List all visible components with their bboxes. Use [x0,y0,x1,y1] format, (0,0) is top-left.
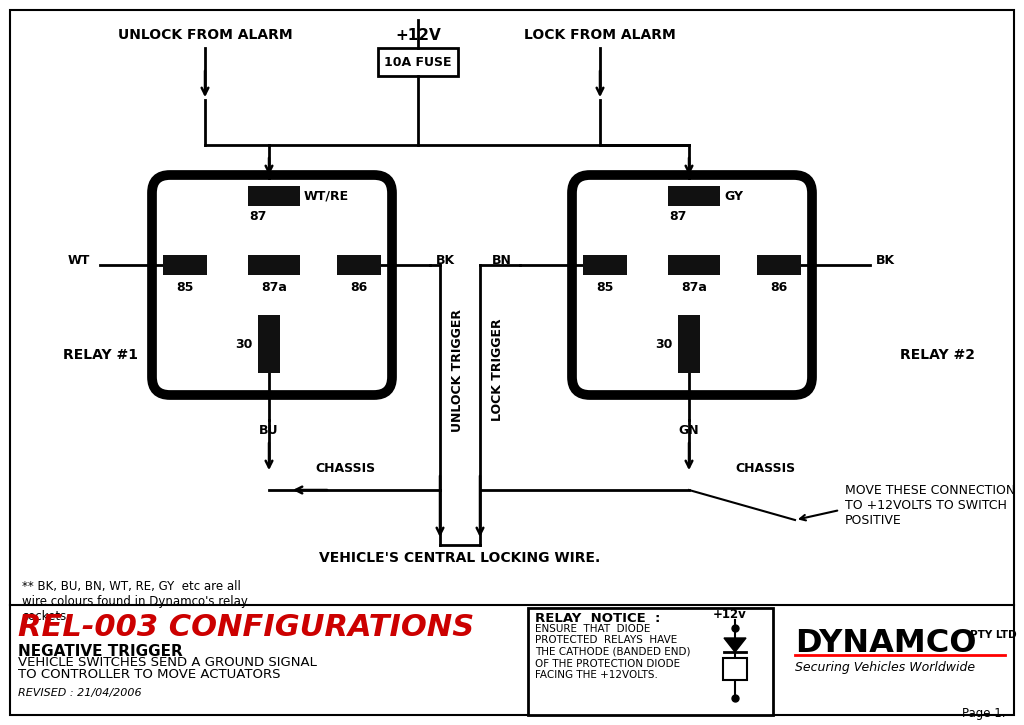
Text: CHASSIS: CHASSIS [735,462,795,474]
Text: PTY LTD: PTY LTD [970,630,1017,640]
Bar [723,658,746,680]
Text: WT: WT [68,254,90,267]
Bar [337,255,381,275]
Text: 86: 86 [770,281,787,294]
Text: LOCK FROM ALARM: LOCK FROM ALARM [524,28,676,42]
Polygon shape [724,638,746,652]
Text: REL-003 CONFIGURATIONS: REL-003 CONFIGURATIONS [18,613,474,642]
Text: Page 1.: Page 1. [962,706,1005,719]
Bar [528,608,773,715]
Bar [248,255,300,275]
Bar [248,186,300,206]
Text: RELAY  NOTICE  :: RELAY NOTICE : [535,613,660,626]
Bar [678,315,700,373]
Text: ** BK, BU, BN, WT, RE, GY  etc are all
wire colours found in Dynamco's relay
soc: ** BK, BU, BN, WT, RE, GY etc are all wi… [22,580,248,623]
Text: GN: GN [679,423,699,436]
Text: ENSURE  THAT  DIODE
PROTECTED  RELAYS  HAVE
THE CATHODE (BANDED END)
OF THE PROT: ENSURE THAT DIODE PROTECTED RELAYS HAVE … [535,624,690,680]
Text: CHASSIS: CHASSIS [315,462,375,474]
Text: BN: BN [493,254,512,267]
Text: RELAY #2: RELAY #2 [900,348,975,362]
Text: BK: BK [876,254,895,267]
Text: Securing Vehicles Worldwide: Securing Vehicles Worldwide [795,661,975,674]
Text: 87: 87 [249,210,266,223]
Text: 30: 30 [236,338,253,350]
Text: 87a: 87a [261,281,287,294]
Text: BK: BK [436,254,455,267]
Text: 86: 86 [350,281,368,294]
Text: BU: BU [259,423,279,436]
Bar [378,48,458,76]
Text: NEGATIVE TRIGGER: NEGATIVE TRIGGER [18,644,182,658]
FancyBboxPatch shape [572,175,812,395]
Text: +12v: +12v [713,608,746,621]
Bar [258,315,280,373]
Text: TO CONTROLLER TO MOVE ACTUATORS: TO CONTROLLER TO MOVE ACTUATORS [18,668,281,682]
Text: 85: 85 [176,281,194,294]
FancyBboxPatch shape [152,175,392,395]
Text: 10A FUSE: 10A FUSE [384,56,452,68]
Bar [668,255,720,275]
Bar [163,255,207,275]
Text: UNLOCK TRIGGER: UNLOCK TRIGGER [451,309,464,431]
Bar [583,255,627,275]
Bar [668,186,720,206]
Text: 87: 87 [670,210,687,223]
Text: VEHICLE SWITCHES SEND A GROUND SIGNAL: VEHICLE SWITCHES SEND A GROUND SIGNAL [18,657,316,669]
Text: MOVE THESE CONNECTION
TO +12VOLTS TO SWITCH
POSITIVE: MOVE THESE CONNECTION TO +12VOLTS TO SWI… [845,484,1015,526]
Text: GY: GY [724,189,743,202]
Text: RELAY #1: RELAY #1 [63,348,138,362]
Text: 85: 85 [596,281,613,294]
Text: +12V: +12V [395,28,441,43]
Text: LOCK TRIGGER: LOCK TRIGGER [490,319,504,421]
Text: DYNAMCO: DYNAMCO [795,628,977,658]
Bar [757,255,801,275]
Text: 30: 30 [655,338,673,350]
Text: 87a: 87a [681,281,707,294]
Text: UNLOCK FROM ALARM: UNLOCK FROM ALARM [118,28,292,42]
Text: REVISED : 21/04/2006: REVISED : 21/04/2006 [18,688,141,698]
Text: WT/RE: WT/RE [304,189,349,202]
Text: VEHICLE'S CENTRAL LOCKING WIRE.: VEHICLE'S CENTRAL LOCKING WIRE. [319,551,601,565]
